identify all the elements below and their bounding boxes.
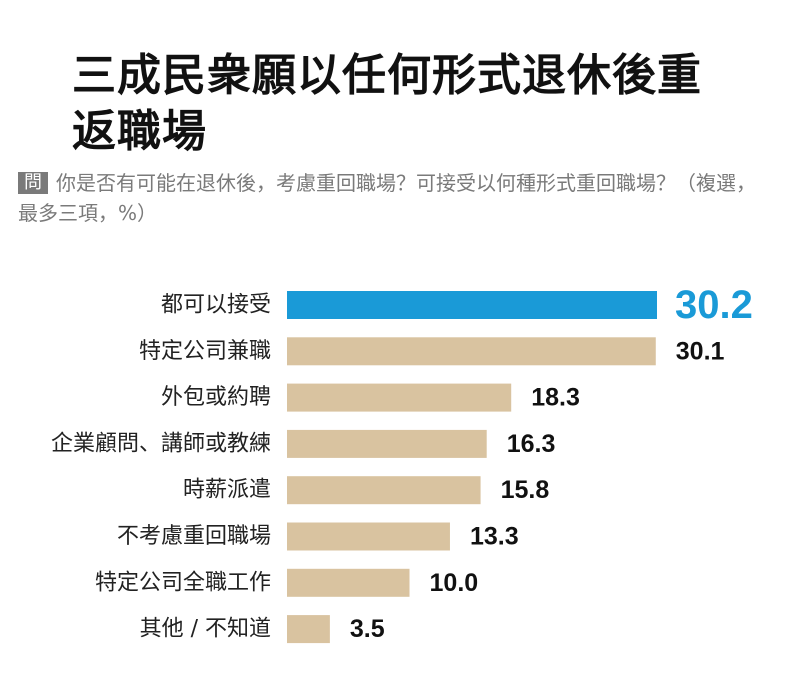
bar: [287, 615, 330, 644]
category-label: 時薪派遣: [183, 478, 271, 503]
value-label: 10.0: [430, 569, 479, 597]
value-label: 3.5: [350, 615, 385, 643]
category-label: 其他 / 不知道: [140, 617, 271, 642]
value-label: 30.1: [676, 337, 725, 365]
bar: [287, 522, 450, 551]
value-label: 13.3: [470, 523, 519, 551]
category-label: 外包或約聘: [161, 385, 271, 410]
bar: [287, 429, 487, 458]
category-label: 企業顧問、講師或教練: [51, 431, 271, 456]
bars-layer: 都可以接受 30.2 特定公司兼職 30.1 外包或約聘 18.3 企業顧問、講師或教練 16…: [51, 283, 753, 644]
value-label: 15.8: [501, 476, 550, 504]
category-label: 特定公司全職工作: [95, 570, 271, 595]
value-label: 18.3: [531, 384, 580, 412]
category-label: 都可以接受: [161, 293, 271, 318]
bar: [287, 291, 657, 319]
bar: [287, 383, 512, 412]
value-label: 16.3: [507, 430, 556, 458]
category-label: 不考慮重回職場: [117, 524, 271, 549]
question-text: 問你是否有可能在退休後，考慮重回職場？可接受以何種形式重回職場？（複選，最多三項…: [18, 168, 768, 228]
bar: [287, 568, 410, 597]
category-label: 特定公司兼職: [139, 339, 271, 364]
bar: [287, 476, 481, 505]
chart-title: 三成民衆願以任何形式退休後重返職場: [72, 50, 702, 157]
value-label: 30.2: [675, 283, 753, 327]
bar: [287, 337, 656, 366]
question-badge: 問: [18, 172, 48, 194]
question-body: 你是否有可能在退休後，考慮重回職場？可接受以何種形式重回職場？（複選，最多三項，…: [18, 171, 756, 225]
